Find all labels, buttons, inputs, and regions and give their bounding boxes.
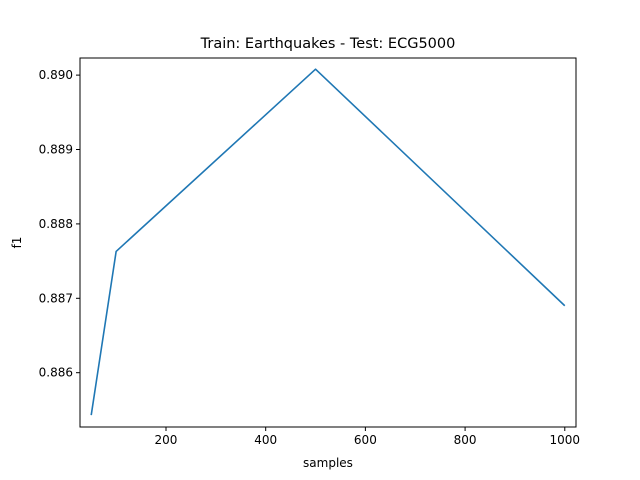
y-tick-label: 0.887 bbox=[39, 291, 73, 305]
y-tick-label: 0.888 bbox=[39, 217, 73, 231]
x-tick-label: 200 bbox=[155, 433, 178, 447]
chart-title: Train: Earthquakes - Test: ECG5000 bbox=[200, 36, 456, 52]
series-line bbox=[90, 68, 566, 416]
y-tick-label: 0.889 bbox=[39, 143, 73, 157]
x-tick-label: 400 bbox=[254, 433, 277, 447]
y-tick-label: 0.886 bbox=[39, 366, 73, 380]
axes-frame bbox=[79, 57, 577, 428]
plot-area bbox=[90, 68, 566, 416]
x-tick-label: 800 bbox=[454, 433, 477, 447]
x-tick-label: 1000 bbox=[550, 433, 581, 447]
x-axis-label: samples bbox=[303, 456, 353, 470]
y-axis-label: f1 bbox=[10, 237, 24, 249]
x-tick-label: 600 bbox=[354, 433, 377, 447]
y-tick-label: 0.890 bbox=[39, 68, 73, 82]
